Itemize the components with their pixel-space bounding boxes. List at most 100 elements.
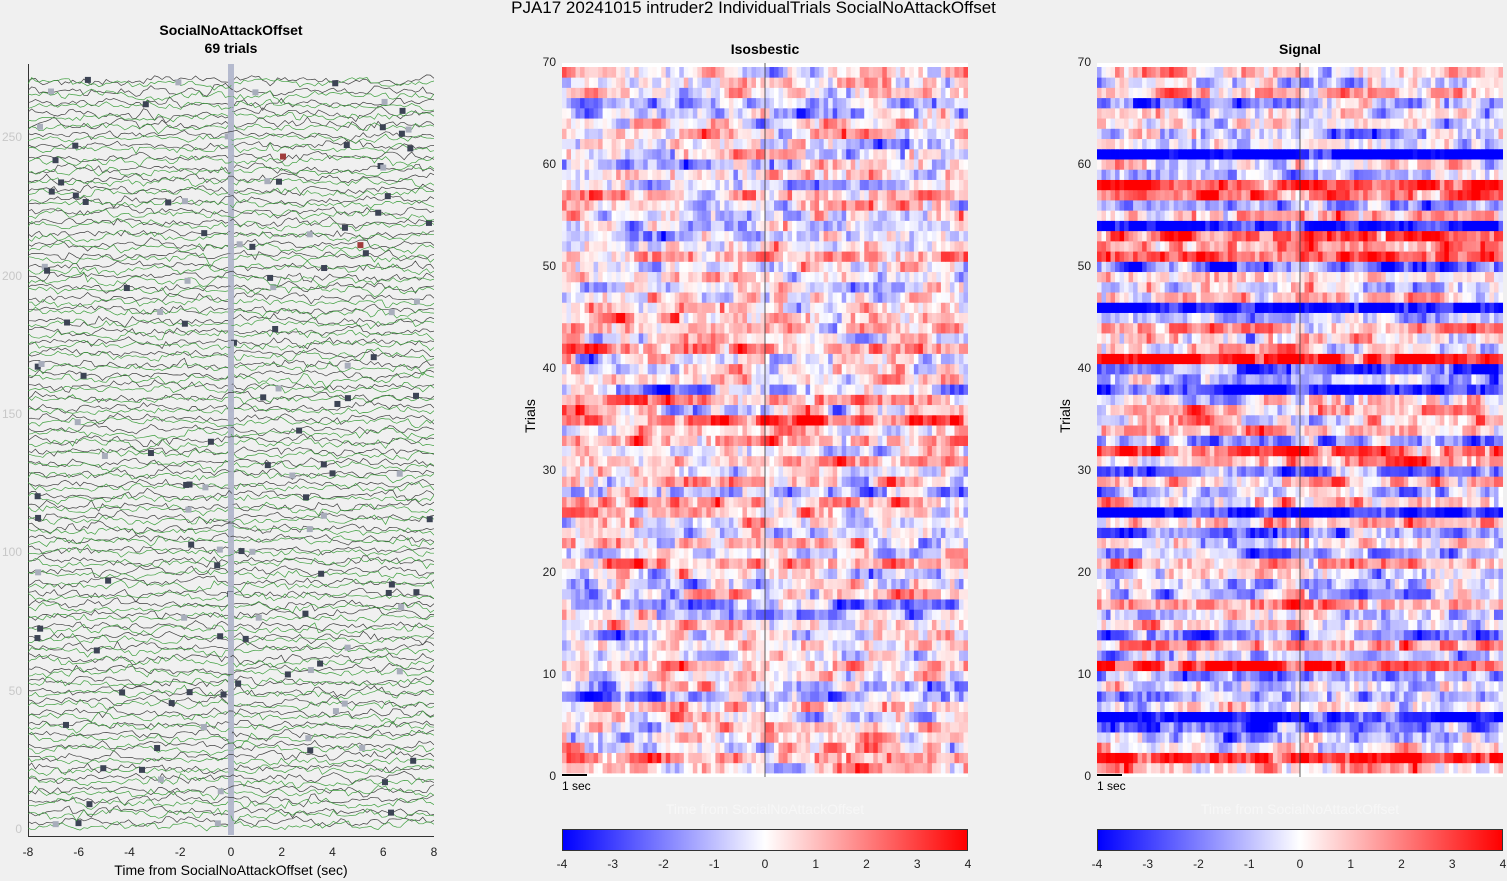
heatmap-cell xyxy=(575,609,581,620)
heatmap-cell xyxy=(634,762,640,774)
heatmap-cell xyxy=(706,650,712,661)
heatmap-cell xyxy=(801,609,806,620)
heatmap-cell xyxy=(742,629,748,641)
heatmap-cell xyxy=(683,353,689,365)
heatmap-cell xyxy=(954,701,960,713)
heatmap-cell xyxy=(792,333,797,344)
heatmap-cell xyxy=(629,650,635,661)
heatmap-cell xyxy=(661,701,667,713)
heatmap-cell xyxy=(787,435,793,446)
heatmap-cell xyxy=(665,568,671,579)
heatmap-cell xyxy=(909,373,915,385)
heatmap-cell xyxy=(877,281,883,293)
heatmap-cell xyxy=(936,312,942,324)
heatmap-cell xyxy=(634,240,640,252)
center-marker xyxy=(228,133,234,140)
heatmap-cell xyxy=(647,353,653,365)
heatmap-cell xyxy=(598,660,603,672)
heatmap-cell xyxy=(656,333,662,344)
heatmap-cell xyxy=(683,619,689,631)
trace-signal-7 xyxy=(28,749,434,762)
heatmap-cell xyxy=(904,732,910,743)
heatmap-cell xyxy=(733,742,739,753)
heatmap-cell xyxy=(877,312,883,324)
heatmap-cell xyxy=(751,762,757,774)
heatmap-cell xyxy=(620,701,626,713)
center-marker xyxy=(228,351,234,358)
heatmap-cell xyxy=(886,425,892,436)
heatmap-cell xyxy=(616,455,622,467)
heatmap-cell xyxy=(701,609,707,620)
heatmap-cell xyxy=(819,466,825,477)
heatmap-cell xyxy=(701,752,707,764)
heatmap-cell xyxy=(927,404,933,416)
heatmap-cell xyxy=(733,578,739,590)
heatmap-cell xyxy=(742,271,748,283)
heatmap-cell xyxy=(940,292,946,303)
heatmap-cell xyxy=(670,281,676,293)
heatmap-cell xyxy=(963,455,968,467)
heatmap-cell xyxy=(886,404,892,416)
heatmap-cell xyxy=(819,670,825,682)
heatmap-cell xyxy=(670,384,676,395)
heatmap-cell xyxy=(774,762,779,774)
heatmap-cell xyxy=(810,333,816,344)
heatmap-cell xyxy=(724,527,730,539)
heatmap-cell xyxy=(958,414,964,426)
heatmap-cell xyxy=(566,732,572,743)
heatmap-cell xyxy=(963,670,968,682)
heatmap-cell xyxy=(710,455,716,467)
heatmap-cell xyxy=(931,281,937,293)
heatmap-cell xyxy=(846,588,852,600)
heatmap-cell xyxy=(710,721,716,733)
heatmap-cell xyxy=(805,506,811,518)
heatmap-cell xyxy=(575,302,581,313)
heatmap-cell xyxy=(593,251,599,262)
heatmap-cell xyxy=(638,742,644,753)
heatmap-cell xyxy=(814,281,820,293)
heatmap-cell xyxy=(796,701,802,713)
heatmap-cell xyxy=(895,292,901,303)
heatmap-cell xyxy=(751,343,757,354)
heatmap-cell xyxy=(837,588,843,600)
heatmap-cell xyxy=(828,373,834,385)
heatmap-cell xyxy=(715,322,721,334)
heatmap-cell xyxy=(769,680,775,692)
heatmap-cell xyxy=(647,404,653,416)
heatmap-cell xyxy=(949,670,955,682)
heatmap-cell xyxy=(805,322,811,334)
heatmap-cell xyxy=(715,394,721,406)
heatmap-cell xyxy=(828,281,834,293)
heatmap-cell xyxy=(611,588,617,600)
heatmap-cell xyxy=(760,271,766,283)
center-marker xyxy=(228,210,234,217)
heatmap-cell xyxy=(859,670,865,682)
heatmap-cell xyxy=(760,752,766,764)
heatmap-cell xyxy=(598,261,603,273)
heatmap-cell xyxy=(859,312,865,324)
heatmap-cell xyxy=(728,404,734,416)
heatmap-cell xyxy=(710,445,716,457)
heatmap-cell xyxy=(927,578,933,590)
heatmap-cell xyxy=(566,384,572,395)
heatmap-cell xyxy=(602,333,608,344)
heatmap-cell xyxy=(805,414,811,426)
heatmap-cell xyxy=(724,363,730,375)
heatmap-cell xyxy=(706,251,712,262)
heatmap-cell xyxy=(963,414,968,426)
heatmap-cell xyxy=(900,588,906,600)
heatmap-cell xyxy=(715,425,721,436)
heatmap-cell xyxy=(742,691,748,702)
event-marker xyxy=(329,470,336,477)
heatmap-cell xyxy=(652,762,658,774)
heatmap-cell xyxy=(846,629,852,641)
event-marker xyxy=(334,400,341,407)
heatmap-cell xyxy=(760,486,766,498)
heatmap-cell xyxy=(958,404,964,416)
heatmap-cell xyxy=(746,609,752,620)
heatmap-cell xyxy=(620,312,626,324)
event-marker xyxy=(63,721,70,728)
heatmap-cell xyxy=(895,527,901,539)
heatmap-cell xyxy=(692,363,698,375)
heatmap-cell xyxy=(846,537,852,549)
